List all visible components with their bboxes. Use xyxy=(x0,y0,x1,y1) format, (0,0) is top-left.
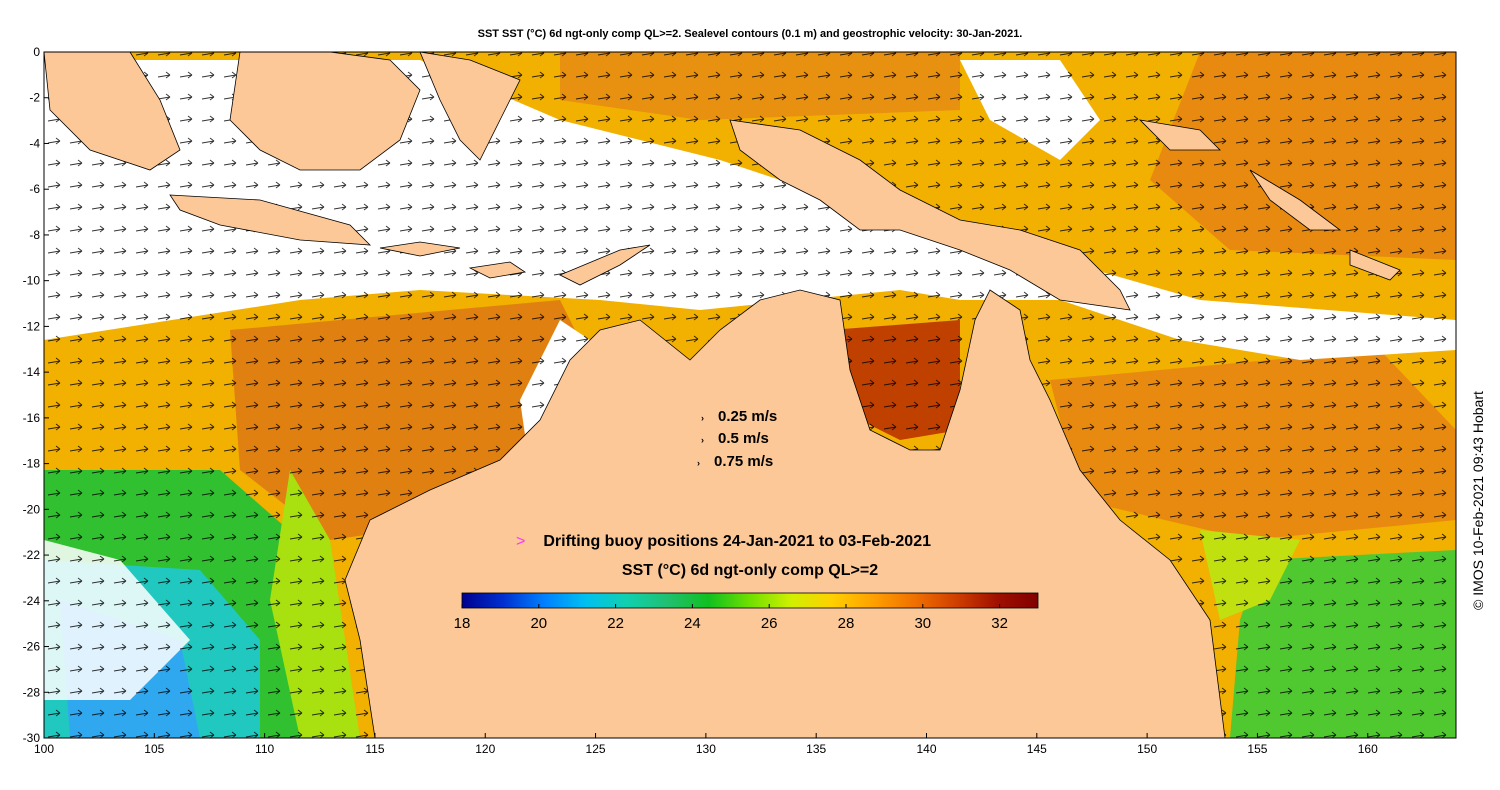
land xyxy=(44,52,1401,738)
x-tick-label: 160 xyxy=(1358,742,1378,756)
borneo-landmass xyxy=(229,52,421,171)
y-tick-label: -24 xyxy=(23,594,41,608)
y-tick-label: -10 xyxy=(23,274,41,288)
x-tick-label: 110 xyxy=(255,742,274,756)
timor-landmass xyxy=(559,244,651,286)
java-landmass xyxy=(169,194,372,246)
y-axis: 0 -2 -4 -6 -8 -10 -12 -14 -16 -18 -20 -22 -24 -26 -28 -… xyxy=(23,45,49,745)
x-tick-label: 155 xyxy=(1247,742,1267,756)
imos-credit: © IMOS 10-Feb-2021 09:43 Hobart xyxy=(1470,391,1486,610)
buoy-marker-icon: > xyxy=(516,533,526,550)
y-tick-label: -8 xyxy=(29,228,40,242)
x-axis: 100 105 110 115 120 125 130 135 140 145 150 155 160 xyxy=(34,733,1378,756)
x-tick-label: 105 xyxy=(144,742,164,756)
y-tick-label: -30 xyxy=(23,731,41,745)
colorbar-tick-label: 28 xyxy=(838,615,855,632)
island xyxy=(468,261,527,279)
colorbar: 18 20 22 24 26 28 30 32 xyxy=(454,592,1039,632)
y-tick-label: 0 xyxy=(33,45,40,59)
arrow-icon: › xyxy=(697,458,700,468)
velocity-scale-2: › 0.75 m/s xyxy=(697,453,774,470)
y-tick-label: -18 xyxy=(23,457,41,471)
y-tick-label: -2 xyxy=(29,91,40,105)
buoy-legend: > Drifting buoy positions 24-Jan-2021 to … xyxy=(516,533,931,550)
y-tick-label: -22 xyxy=(23,548,41,562)
map-title: SST SST (°C) 6d ngt-only comp QL>=2. Sea… xyxy=(477,28,1023,40)
colorbar-tick-label: 24 xyxy=(684,615,701,632)
sumatra-landmass xyxy=(44,52,181,171)
y-tick-label: -16 xyxy=(23,411,41,425)
island xyxy=(379,241,461,257)
new-guinea-landmass xyxy=(729,119,1131,311)
island xyxy=(1249,169,1342,231)
colorbar-title: SST (°C) 6d ngt-only comp QL>=2 xyxy=(621,562,879,579)
y-tick-label: -14 xyxy=(23,365,41,379)
x-tick-label: 125 xyxy=(586,742,606,756)
colorbar-tick-label: 22 xyxy=(607,615,624,632)
sulawesi-landmass xyxy=(419,52,521,161)
colorbar-tick-label: 20 xyxy=(530,615,547,632)
x-tick-label: 135 xyxy=(806,742,826,756)
x-tick-label: 115 xyxy=(365,742,384,756)
x-tick-label: 150 xyxy=(1137,742,1157,756)
australia-landmass xyxy=(344,289,1226,738)
island xyxy=(1138,119,1221,151)
y-tick-label: -6 xyxy=(29,182,40,196)
x-tick-label: 130 xyxy=(696,742,716,756)
y-tick-label: -12 xyxy=(23,319,41,333)
y-tick-label: -28 xyxy=(23,685,41,699)
velocity-scale-0: › 0.25 m/s xyxy=(701,408,778,425)
y-tick-label: -20 xyxy=(23,502,41,516)
colorbar-tick-label: 32 xyxy=(991,615,1008,632)
colorbar-tick-label: 30 xyxy=(914,615,931,632)
x-tick-label: 100 xyxy=(34,742,54,756)
x-tick-label: 120 xyxy=(475,742,495,756)
arrow-icon: › xyxy=(701,413,704,423)
colorbar-tick-label: 26 xyxy=(761,615,778,632)
velocity-scale-1: › 0.5 m/s xyxy=(701,430,769,447)
x-tick-label: 140 xyxy=(916,742,936,756)
plot-frame xyxy=(43,51,1457,739)
colorbar-tick-label: 18 xyxy=(454,615,471,632)
island xyxy=(1349,249,1401,281)
colorbar-ticks: 18 20 22 24 26 28 30 32 xyxy=(454,604,1008,632)
y-tick-label: -4 xyxy=(29,136,40,150)
y-tick-label: -26 xyxy=(23,640,41,654)
map-plot-area xyxy=(44,52,1456,738)
colorbar-gradient xyxy=(461,592,1039,609)
arrow-icon: › xyxy=(701,435,704,445)
x-tick-label: 145 xyxy=(1027,742,1047,756)
